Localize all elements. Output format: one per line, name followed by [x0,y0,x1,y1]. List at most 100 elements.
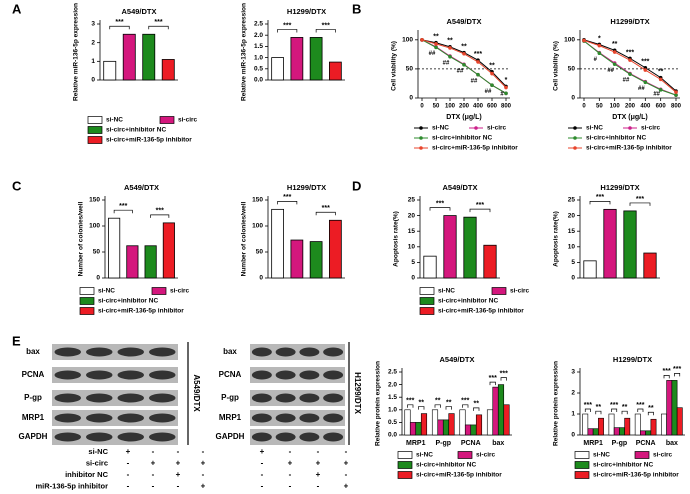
x-axis-label: DTX (μg/L) [612,114,647,121]
y-tick-label: 1 [91,58,95,65]
condition-sign: + [201,459,206,468]
legend-swatch [419,126,423,130]
significance: *** [610,402,618,409]
bar [404,409,411,436]
y-tick-label: 0 [259,275,263,282]
bracket [500,377,507,381]
y-axis-label: Relative miR-136-5p expression [73,3,80,101]
y-tick-label: 2.5 [388,369,397,376]
condition-sign: + [201,482,206,491]
protein-label: MRP1 [219,413,242,422]
bar [415,422,422,436]
bar [144,245,157,279]
blot-band [117,432,144,442]
bar [463,216,477,279]
bar [431,409,439,436]
y-tick-label: 100 [89,223,100,230]
legend-label: si-circ+miR-136-5p inhibitor [432,145,518,152]
bar [486,409,494,436]
bar [448,413,455,436]
point [490,71,494,76]
bar [645,430,652,436]
x-tick-label: 600 [656,104,667,110]
x-tick-label: P-gp [612,440,628,447]
significance: ## [471,78,478,84]
blot-band [323,347,344,357]
legend-label: si-circ [178,117,198,124]
significance: *** [119,203,127,210]
significance: *** [154,19,162,26]
bar [624,417,631,436]
bar [613,427,620,436]
blot-band [299,393,320,403]
x-tick-label: 400 [473,104,484,110]
condition-sign: + [316,459,321,468]
point [643,68,648,72]
chart-title: H1299/DTX [610,17,649,26]
condition-sign: - [345,470,348,479]
bracket [584,408,591,412]
condition-sign: - [202,470,205,479]
legend-swatch [397,471,413,479]
significance: ## [429,51,436,57]
y-tick-label: 0 [571,432,575,439]
legend-swatch [419,136,423,140]
significance: ** [612,41,618,48]
bar [650,418,657,436]
series-line [583,39,677,92]
blot-band [299,347,320,357]
x-tick-label: 600 [487,104,498,110]
blot-band [54,393,81,403]
panel-label: A [12,1,22,16]
bar [437,419,444,436]
condition-label: inhibitor NC [65,470,108,479]
bar [676,407,683,436]
significance: *** [461,398,469,405]
condition-sign: - [261,459,264,468]
y-tick-label: 50 [406,66,414,73]
condition-sign: + [316,470,321,479]
condition-sign: + [176,470,181,479]
legend-swatch [634,451,650,459]
legend-swatch [574,461,590,469]
legend-label: si-NC [432,125,449,132]
significance: * [505,77,508,84]
y-tick-label: 50 [256,249,264,256]
blot-band [275,413,296,423]
legend-label: si-circ [487,125,507,132]
bar [290,239,304,279]
significance: ** [461,43,467,50]
condition-sign: - [317,447,320,456]
point [434,42,438,46]
blot-band [149,413,176,423]
legend-label: si-circ+inhibitor NC [416,462,476,469]
blot-band [251,432,272,442]
legend-swatch [87,136,103,144]
bar [162,222,175,279]
condition-sign: - [261,482,264,491]
y-tick-label: 15 [568,228,576,235]
bar [309,241,323,279]
y-tick-label: 20 [568,212,576,219]
blot-band [54,370,81,380]
y-tick-label: 10 [568,244,576,251]
bar [583,260,597,279]
legend-label: si-circ [510,288,530,295]
blot-strip [52,429,178,445]
significance: *** [115,19,123,26]
significance: ## [485,89,492,95]
bracket [150,214,170,218]
point [674,93,678,97]
blot-band [323,432,344,442]
significance: *** [641,59,649,66]
bar [619,427,625,436]
condition-label: miR-136-5p inhibitor [35,481,108,490]
y-tick-label: 25 [568,197,576,204]
y-tick-label: 2.5 [254,21,263,28]
condition-sign: - [127,482,130,491]
protein-label: MRP1 [22,413,45,422]
blot-band [299,413,320,423]
protein-label: GAPDH [216,432,245,441]
y-axis-label: Apoptosis rate(%) [553,211,560,267]
chart-title: H1299/DTX [287,7,326,16]
